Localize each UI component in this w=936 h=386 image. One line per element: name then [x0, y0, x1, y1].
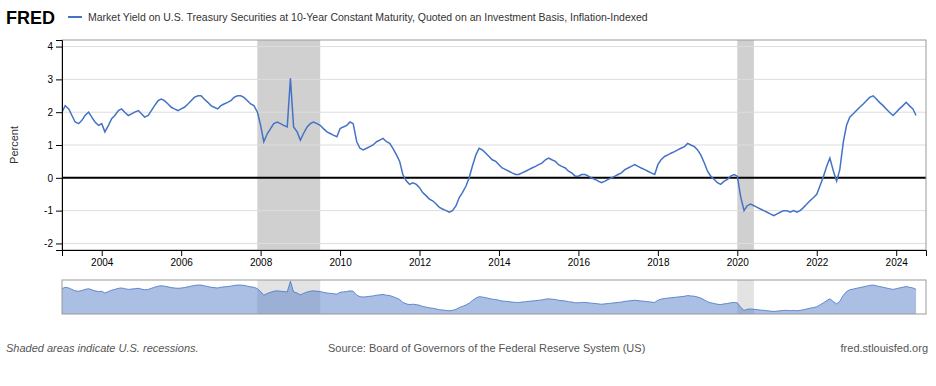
title: Market Yield on U.S. Treasury Securities…	[88, 11, 648, 23]
x-tick: 2006	[171, 250, 194, 268]
tick-mark	[181, 250, 182, 256]
tick-mark	[56, 79, 62, 80]
logo: FRED	[6, 8, 55, 28]
chart-svg: FRED Market Yield on U.S. Treasury Securi…	[0, 0, 936, 386]
x-tick-label: 2020	[727, 257, 750, 268]
y-tick-label: 4	[47, 41, 53, 52]
tick-mark	[56, 47, 62, 48]
zero-line	[62, 177, 926, 179]
x-tick: 2018	[647, 250, 670, 268]
y-tick: 1	[47, 140, 62, 151]
grid-line	[62, 46, 926, 47]
line	[62, 281, 916, 311]
tick-mark	[578, 250, 579, 256]
plot-area	[62, 40, 926, 250]
x-tick-label: 2008	[250, 257, 273, 268]
tick-mark	[56, 211, 62, 212]
x-tick: 2008	[250, 250, 273, 268]
grid-line	[62, 145, 926, 146]
footer-text: Source: Board of Governors of the Federa…	[328, 342, 645, 354]
grid-line	[62, 112, 926, 113]
y-tick: 0	[47, 173, 62, 184]
y-axis: -2 -1 0 1 2 3 4	[44, 41, 62, 251]
y-tick: 3	[47, 74, 62, 85]
area	[62, 281, 916, 314]
x-tick: 2022	[806, 250, 829, 268]
tick-mark	[340, 250, 341, 256]
y-tick: -2	[44, 238, 62, 249]
grid-line	[62, 210, 926, 211]
tick-mark	[896, 250, 897, 256]
plot-frame	[62, 280, 926, 314]
tick-mark	[56, 112, 62, 113]
plot-area	[62, 280, 916, 314]
axis-line	[56, 41, 63, 251]
grid-line	[62, 243, 926, 244]
x-axis: 2004 2006 2008 2010 2012 2014 2016 2018 2020 2022…	[63, 250, 927, 268]
tick-mark	[261, 250, 262, 256]
y-tick-label: 2	[47, 107, 53, 118]
plot-frame	[62, 40, 926, 250]
y-tick-label: 1	[47, 140, 53, 151]
x-tick-label: 2022	[806, 257, 829, 268]
tick-mark	[420, 250, 421, 256]
x-tick: 2016	[568, 250, 591, 268]
x-tick: 2004	[91, 250, 114, 268]
tick-mark	[499, 250, 500, 256]
tick-mark	[658, 250, 659, 256]
grid-line	[62, 79, 926, 80]
axis-line	[63, 251, 927, 257]
tick-mark	[56, 145, 62, 146]
y-tick-label: -1	[44, 205, 53, 216]
panel	[62, 280, 926, 314]
footer-text: Shaded areas indicate U.S. recessions.	[6, 342, 199, 354]
x-tick-label: 2014	[488, 257, 511, 268]
tick-mark	[817, 250, 818, 256]
tick-mark	[56, 178, 62, 179]
x-tick-label: 2010	[329, 257, 352, 268]
y-tick: -1	[44, 205, 62, 216]
x-tick: 2014	[488, 250, 511, 268]
panel: 2004200620082010201220142016201820202022…	[8, 40, 927, 268]
y-axis-label: Percent	[8, 126, 20, 164]
line	[62, 78, 916, 215]
x-tick-label: 2024	[886, 257, 909, 268]
y-tick-label: 0	[47, 173, 53, 184]
x-tick-label: 2006	[171, 257, 194, 268]
x-tick-label: 2012	[409, 257, 432, 268]
y-tick: 4	[47, 41, 62, 52]
x-tick-label: 2016	[568, 257, 591, 268]
x-tick: 2012	[409, 250, 432, 268]
legend-swatch	[68, 16, 82, 18]
x-tick-label: 2004	[91, 257, 114, 268]
tick-mark	[737, 250, 738, 256]
x-tick: 2024	[886, 250, 909, 268]
footer-text: fred.stlouisfed.org	[841, 342, 928, 354]
y-tick: 2	[47, 107, 62, 118]
tick-mark	[102, 250, 103, 256]
x-tick: 2010	[329, 250, 352, 268]
tick-mark	[56, 243, 62, 244]
y-tick-label: 3	[47, 74, 53, 85]
x-tick: 2020	[727, 250, 750, 268]
x-tick-label: 2018	[647, 257, 670, 268]
y-tick-label: -2	[44, 238, 53, 249]
